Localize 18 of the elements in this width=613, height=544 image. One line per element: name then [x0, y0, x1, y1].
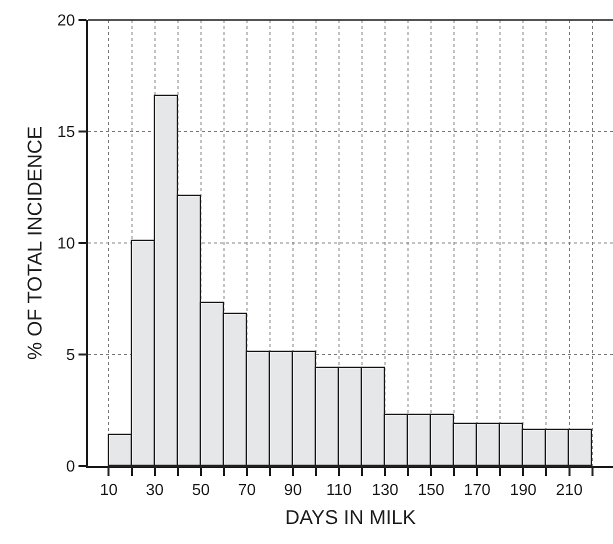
- x-tick-label: 30: [146, 482, 164, 499]
- x-axis-title: DAYS IN MILK: [285, 506, 417, 529]
- y-tick-label: 5: [66, 347, 76, 364]
- y-tick-label: 0: [66, 458, 76, 476]
- y-axis-title: % OF TOTAL INCIDENCE: [24, 126, 46, 360]
- x-tick-label: 90: [284, 482, 302, 499]
- x-tick-label: 70: [238, 482, 256, 499]
- x-tick-label: 130: [372, 482, 398, 499]
- x-tick-label: 210: [556, 482, 583, 499]
- x-tick-label: 190: [510, 482, 537, 499]
- x-tick-label: 170: [464, 482, 491, 499]
- x-tick-label: 10: [100, 482, 118, 499]
- y-tick-label: 20: [57, 12, 76, 30]
- y-tick-label: 10: [57, 236, 76, 253]
- x-tick-label: 150: [418, 482, 445, 499]
- x-tick-label: 110: [326, 482, 352, 499]
- x-tick-label: 50: [192, 482, 210, 499]
- y-tick-label: 15: [57, 124, 76, 142]
